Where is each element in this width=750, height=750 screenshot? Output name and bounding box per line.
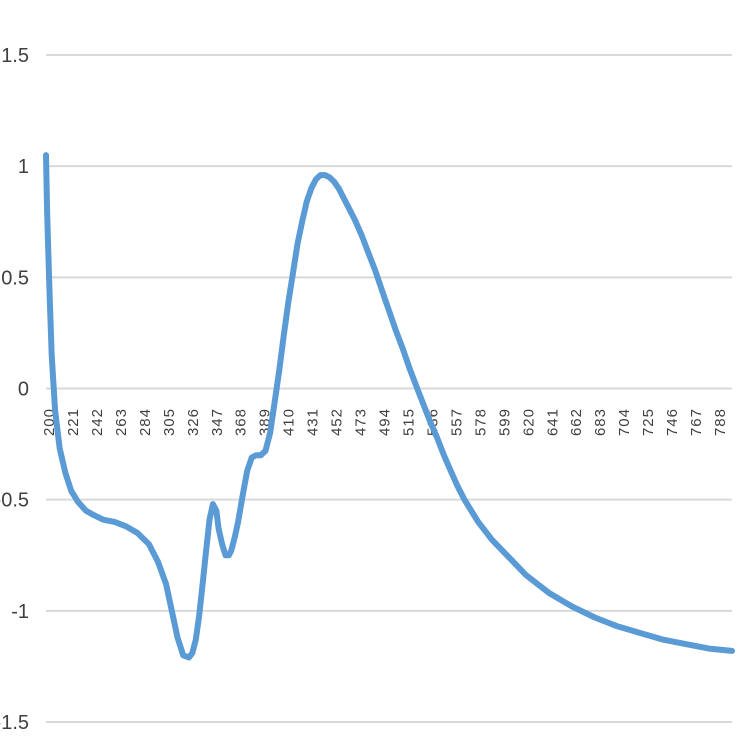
- x-tick-label: 263: [113, 408, 130, 436]
- x-tick-label: 368: [233, 408, 250, 436]
- y-tick-label: 1: [18, 156, 29, 178]
- x-tick-label: 788: [712, 408, 729, 436]
- gridlines: [46, 54, 732, 723]
- x-tick-label: 347: [209, 408, 226, 436]
- y-tick-label: 1.5: [1, 45, 29, 67]
- x-tick-label: 242: [89, 408, 106, 436]
- y-axis-tick-labels: 1.5 1 0.5 0 -0.5 -1 -1.5: [0, 45, 29, 734]
- x-tick-label: 305: [161, 408, 178, 436]
- y-tick-label: -0.5: [0, 490, 29, 512]
- x-tick-label: 494: [377, 408, 394, 436]
- y-tick-label: 0.5: [1, 267, 29, 289]
- x-tick-label: 746: [664, 408, 681, 436]
- x-tick-label: 473: [353, 408, 370, 436]
- x-tick-label: 431: [305, 408, 322, 436]
- series-layer: [43, 152, 735, 661]
- y-tick-label: 0: [18, 379, 29, 401]
- x-tick-label: 767: [688, 408, 705, 436]
- series-line-1: [43, 152, 735, 661]
- x-tick-label: 326: [185, 408, 202, 436]
- x-tick-label: 704: [616, 408, 633, 436]
- x-tick-label: 620: [520, 408, 537, 436]
- x-tick-label: 452: [329, 408, 346, 436]
- y-tick-label: -1.5: [0, 712, 29, 734]
- x-tick-label: 599: [496, 408, 513, 436]
- x-tick-label: 515: [400, 408, 417, 436]
- x-tick-label: 284: [137, 408, 154, 436]
- x-tick-label: 221: [65, 408, 82, 436]
- x-tick-label: 725: [640, 408, 657, 436]
- x-tick-label: 662: [568, 408, 585, 436]
- y-tick-label: -1: [11, 601, 29, 623]
- x-tick-label: 410: [281, 408, 298, 436]
- x-tick-label: 557: [448, 408, 465, 436]
- x-axis-tick-labels: 200 221 242 263 284 305 326 347 368 389 410 431 452 4…: [41, 408, 729, 436]
- x-tick-label: 641: [544, 408, 561, 436]
- x-tick-label: 578: [472, 408, 489, 436]
- x-tick-label: 683: [592, 408, 609, 436]
